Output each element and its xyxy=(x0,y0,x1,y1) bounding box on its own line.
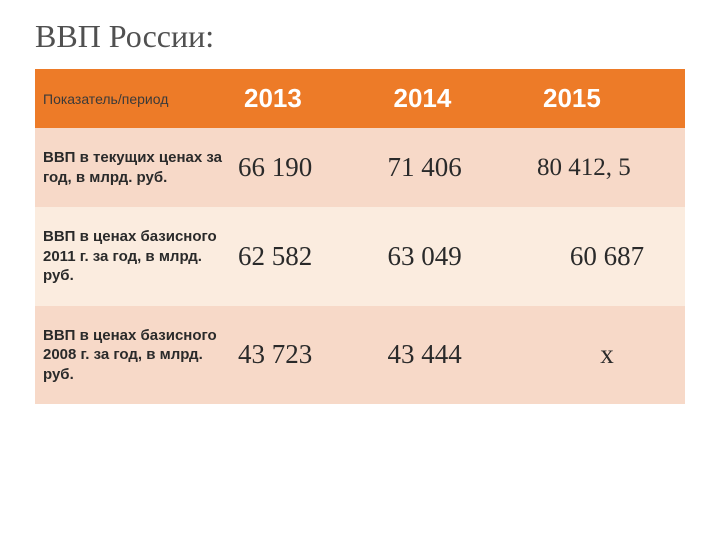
header-label: Показатель/период xyxy=(35,69,230,128)
row-label: ВВП в ценах базисного 2011 г. за год, в … xyxy=(35,207,230,306)
data-cell: х xyxy=(529,306,685,405)
data-cell: 62 582 xyxy=(230,207,380,306)
row-label: ВВП в ценах базисного 2008 г. за год, в … xyxy=(35,306,230,405)
data-cell: 43 444 xyxy=(380,306,530,405)
data-cell: 63 049 xyxy=(380,207,530,306)
table-row: ВВП в ценах базисного 2011 г. за год, в … xyxy=(35,207,685,306)
data-cell: 43 723 xyxy=(230,306,380,405)
row-label: ВВП в текущих ценах за год, в млрд. руб. xyxy=(35,128,230,207)
header-year-2014: 2014 xyxy=(380,69,530,128)
header-year-2013: 2013 xyxy=(230,69,380,128)
gdp-table: Показатель/период 2013 2014 2015 ВВП в т… xyxy=(35,69,685,404)
data-cell: 66 190 xyxy=(230,128,380,207)
page-title: ВВП России: xyxy=(0,0,720,69)
data-cell: 60 687 xyxy=(529,207,685,306)
table-row: ВВП в текущих ценах за год, в млрд. руб.… xyxy=(35,128,685,207)
table-header-row: Показатель/период 2013 2014 2015 xyxy=(35,69,685,128)
header-year-2015: 2015 xyxy=(529,69,685,128)
table-row: ВВП в ценах базисного 2008 г. за год, в … xyxy=(35,306,685,405)
data-cell: 71 406 xyxy=(380,128,530,207)
data-cell: 80 412, 5 xyxy=(529,128,685,207)
table-container: Показатель/период 2013 2014 2015 ВВП в т… xyxy=(0,69,720,404)
